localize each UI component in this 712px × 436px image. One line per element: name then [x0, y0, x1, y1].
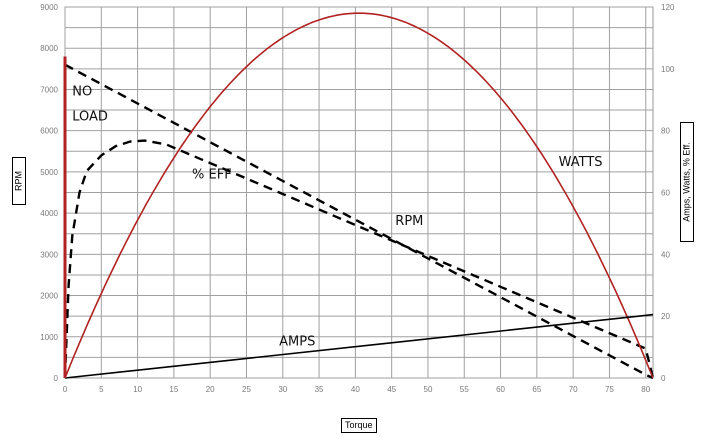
y-tick-label: 9000	[40, 3, 58, 12]
y-tick-label: 0	[54, 374, 59, 383]
annotation-amps: AMPS	[279, 335, 315, 350]
y-axis-label-text: RPM	[13, 171, 24, 191]
x-tick-label: 15	[169, 385, 178, 394]
y-tick-label: 8000	[40, 44, 58, 53]
y-tick-label: 4000	[40, 209, 58, 218]
y-axis-ticks: 0 1000 2000 3000 4000 5000 6000 7000 8000 9000	[40, 3, 58, 383]
y2-tick-label: 0	[661, 374, 666, 383]
grid	[64, 6, 654, 379]
y2-axis-label-text: Amps, Watts, % Eff.	[681, 142, 692, 222]
x-tick-label: 10	[133, 385, 142, 394]
x-tick-label: 0	[63, 385, 68, 394]
x-tick-label: 50	[424, 385, 433, 394]
y-tick-label: 2000	[40, 292, 58, 301]
x-tick-label: 40	[351, 385, 360, 394]
series-watts-line	[64, 12, 654, 379]
y-tick-label: 6000	[40, 127, 58, 136]
x-tick-label: 80	[641, 385, 650, 394]
x-axis-ticks: 0 5 10 15 20 25 30 35 40 45 50 55 60 65 70 75 80	[63, 385, 651, 394]
series--eff-line	[63, 139, 655, 379]
annotation-noload1: NO	[72, 85, 92, 100]
series-amps-line	[64, 313, 654, 379]
y-tick-label: 3000	[40, 250, 58, 259]
y2-axis-ticks: 0 20 40 60 80 100 120	[661, 3, 675, 383]
y2-tick-label: 40	[661, 250, 670, 259]
x-tick-label: 35	[315, 385, 324, 394]
y2-axis-label: Amps, Watts, % Eff.	[680, 122, 694, 242]
y-tick-label: 7000	[40, 85, 58, 94]
y2-tick-label: 20	[661, 312, 670, 321]
y-axis-label: RPM	[12, 157, 26, 205]
series-rpm-line	[64, 63, 654, 380]
x-tick-label: 55	[460, 385, 469, 394]
y2-tick-label: 100	[661, 65, 675, 74]
series-annotations: NO LOAD % EFF RPM WATTS AMPS	[72, 85, 602, 350]
y2-tick-label: 120	[661, 3, 675, 12]
x-tick-label: 45	[387, 385, 396, 394]
x-tick-label: 20	[206, 385, 215, 394]
series-lines	[63, 12, 655, 380]
annotation-rpm: RPM	[395, 214, 423, 229]
x-tick-label: 70	[569, 385, 578, 394]
y-tick-label: 5000	[40, 168, 58, 177]
y2-tick-label: 80	[661, 127, 670, 136]
x-tick-label: 25	[242, 385, 251, 394]
annotation-watts: WATTS	[559, 155, 603, 170]
x-tick-label: 5	[99, 385, 104, 394]
x-tick-label: 60	[496, 385, 505, 394]
x-axis-label: Torque	[341, 418, 377, 433]
annotation-eff: % EFF	[192, 168, 232, 183]
annotation-noload2: LOAD	[72, 109, 108, 124]
x-tick-label: 30	[278, 385, 287, 394]
x-tick-label: 75	[605, 385, 614, 394]
x-tick-label: 65	[532, 385, 541, 394]
y-tick-label: 1000	[40, 333, 58, 342]
y2-tick-label: 60	[661, 189, 670, 198]
